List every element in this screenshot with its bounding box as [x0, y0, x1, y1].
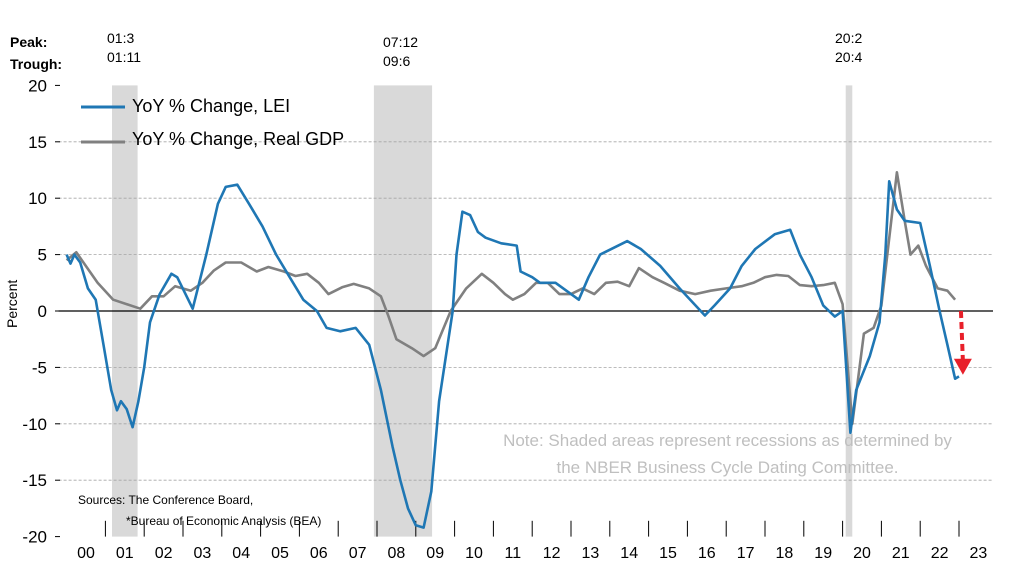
- x-tick-label: 10: [465, 545, 483, 562]
- legend-label-gdp: YoY % Change, Real GDP: [132, 129, 345, 149]
- forecast-arrow-shaft: [958, 310, 965, 361]
- series-line-lei: [65, 180, 960, 529]
- x-tick-label: 00: [77, 545, 95, 562]
- x-tick-label: 18: [776, 545, 794, 562]
- x-tick-label: 04: [232, 545, 250, 562]
- recession-3-peak: 20:2: [835, 30, 863, 46]
- x-tick-label: 23: [970, 545, 988, 562]
- x-tick-label: 21: [892, 545, 910, 562]
- note-line-1: Note: Shaded areas represent recessions …: [503, 431, 952, 450]
- y-tick-label: -10: [22, 415, 47, 434]
- x-tick-label: 09: [426, 545, 444, 562]
- x-tick-label: 05: [271, 545, 289, 562]
- x-tick-label: 07: [349, 545, 367, 562]
- x-tick-label: 15: [659, 545, 677, 562]
- sources-line-2: *Bureau of Economic Analysis (BEA): [126, 514, 322, 528]
- x-tick-label: 17: [737, 545, 755, 562]
- x-tick-label: 12: [543, 545, 561, 562]
- trough-label: Trough:: [10, 56, 63, 72]
- x-tick-label: 03: [194, 545, 212, 562]
- x-tick-label: 19: [814, 545, 832, 562]
- y-tick-label: -20: [22, 528, 47, 547]
- peak-label: Peak:: [10, 34, 48, 50]
- note-line-2: the NBER Business Cycle Dating Committee…: [556, 458, 899, 477]
- y-tick-label: -15: [22, 471, 47, 490]
- legend-label-lei: YoY % Change, LEI: [132, 96, 291, 116]
- x-tick-label: 11: [504, 545, 521, 562]
- recession-1-trough: 01:11: [107, 49, 141, 65]
- y-axis-label: Percent: [4, 279, 20, 328]
- x-tick-label: 08: [388, 545, 406, 562]
- x-tick-label: 14: [620, 545, 638, 562]
- x-tick-label: 16: [698, 545, 716, 562]
- x-tick-label: 20: [853, 545, 871, 562]
- x-tick-label: 01: [116, 545, 134, 562]
- recession-2-trough: 09:6: [383, 53, 411, 69]
- y-tick-label: 5: [38, 246, 47, 265]
- y-tick-label: 10: [28, 189, 47, 208]
- x-tick-label: 06: [310, 545, 328, 562]
- y-tick-label: 20: [28, 76, 47, 95]
- x-tick-label: 13: [582, 545, 600, 562]
- recession-3-trough: 20:4: [835, 49, 863, 65]
- y-tick-label: -5: [32, 358, 47, 377]
- forecast-arrow-head: [953, 358, 972, 375]
- y-tick-label: 15: [28, 133, 47, 152]
- recession-1-peak: 01:3: [107, 30, 135, 46]
- x-tick-label: 22: [931, 545, 949, 562]
- y-tick-label: 0: [38, 302, 47, 321]
- sources-line-1: Sources: The Conference Board,: [78, 493, 254, 507]
- x-tick-label: 02: [155, 545, 173, 562]
- series-line-gdp: [65, 171, 957, 426]
- recession-2-peak: 07:12: [383, 34, 419, 50]
